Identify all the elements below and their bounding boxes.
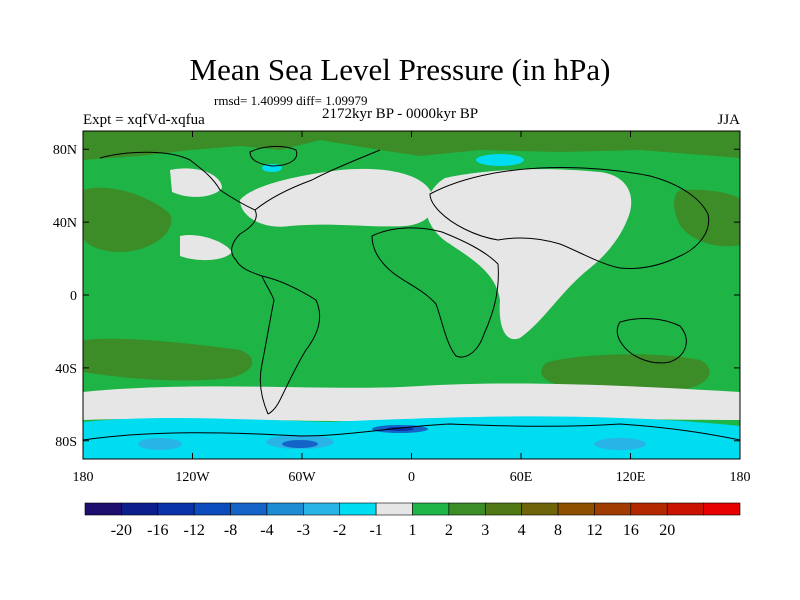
colorbar-swatch [84, 502, 122, 516]
lon-tick-label: 180 [730, 470, 751, 485]
field-africa-asia [426, 169, 632, 340]
field-south-pacific-belt [83, 338, 253, 381]
colorbar-swatch [448, 502, 486, 516]
lon-tick-label: 120E [616, 470, 646, 485]
field-southern-ocean [83, 383, 740, 422]
lat-tick-label: 40S [55, 362, 77, 377]
colorbar-label: 16 [623, 522, 639, 539]
lon-tick-label: 60W [288, 470, 316, 485]
field-north-atlantic [240, 168, 434, 227]
season-label: JJA [717, 112, 740, 128]
lat-tick-label: 40N [53, 216, 77, 231]
colorbar-swatch [521, 502, 559, 516]
colorbar-label: -12 [184, 522, 205, 539]
colorbar-label: -4 [260, 522, 273, 539]
colorbar-label: -20 [111, 522, 132, 539]
experiment-label: Expt = xqfVd-xqfua [83, 112, 205, 128]
colorbar-label: 20 [659, 522, 675, 539]
colorbar-label: 4 [518, 522, 526, 539]
colorbar-swatch [557, 502, 595, 516]
colorbar-swatch [266, 502, 304, 516]
stats-readout: rmsd= 1.40999 diff= 1.09979 [214, 93, 368, 108]
latitude-axis: 80N 40N 0 40S 80S [53, 143, 740, 450]
field-patch-c [282, 440, 318, 448]
field-south-indian-belt [541, 354, 710, 393]
lat-tick-label: 0 [70, 289, 77, 304]
period-label: 2172kyr BP - 0000kyr BP [321, 106, 479, 122]
lon-tick-label: 60E [510, 470, 533, 485]
field-arctic-low-a [476, 154, 524, 166]
colorbar-swatch [594, 502, 632, 516]
colorbar-swatch [230, 502, 268, 516]
colorbar-swatch [412, 502, 450, 516]
lon-tick-label: 120W [175, 470, 210, 485]
colorbar-swatch [484, 502, 522, 516]
lon-tick-label: 0 [408, 470, 415, 485]
colorbar-label: 1 [409, 522, 417, 539]
colorbar-swatch [303, 502, 341, 516]
colorbar-swatch [121, 502, 159, 516]
field-caribbean [180, 234, 232, 261]
colorbar-label: -8 [224, 522, 237, 539]
field-north-pacific [83, 187, 172, 252]
colorbar-label: 3 [481, 522, 489, 539]
colorbar-swatch [630, 502, 668, 516]
field-patch-f [594, 438, 646, 450]
colorbar-label: -2 [333, 522, 346, 539]
lat-tick-label: 80N [53, 143, 77, 158]
map-title: Mean Sea Level Pressure (in hPa) [189, 52, 611, 87]
colorbar-swatch [339, 502, 377, 516]
colorbar: -20 -16 -12 -8 -4 -3 -2 -1 1 2 3 4 8 12 16 20 [84, 502, 741, 539]
colorbar-swatch [703, 502, 741, 516]
colorbar-swatch [375, 502, 413, 516]
colorbar-label: 8 [554, 522, 562, 539]
field-antarctic-low [83, 416, 740, 459]
colorbar-swatch [193, 502, 231, 516]
coastlines [83, 145, 740, 441]
map-field [83, 131, 740, 459]
field-patch-e [386, 427, 414, 431]
lat-tick-label: 80S [55, 435, 77, 450]
colorbar-label: -16 [147, 522, 168, 539]
field-northwest-pacific [674, 189, 740, 247]
colorbar-label: 12 [586, 522, 602, 539]
colorbar-swatch [666, 502, 704, 516]
colorbar-label: -3 [297, 522, 310, 539]
field-patch-a [138, 438, 182, 450]
colorbar-swatch [157, 502, 195, 516]
colorbar-label: -1 [369, 522, 382, 539]
field-north-band [83, 131, 740, 160]
longitude-axis: 180 120W 60W 0 60E 120E 180 [73, 131, 751, 485]
colorbar-label: 2 [445, 522, 453, 539]
lon-tick-label: 180 [73, 470, 94, 485]
